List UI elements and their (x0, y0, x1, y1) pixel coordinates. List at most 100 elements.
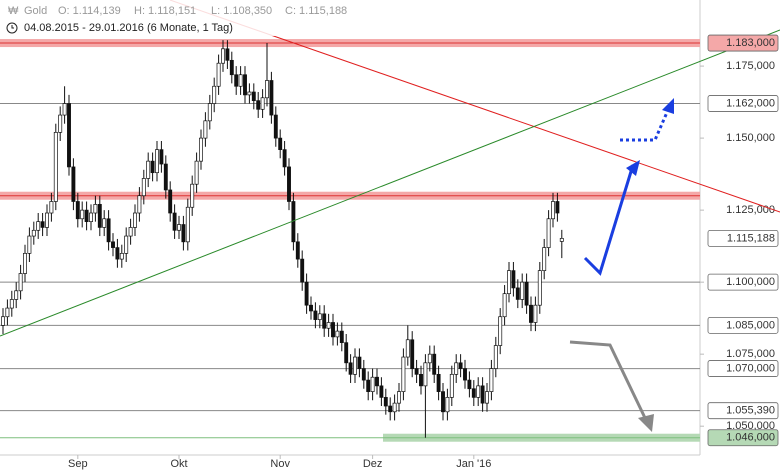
candle-body (370, 376, 375, 392)
level-box (707, 360, 779, 377)
candle-body (383, 397, 388, 407)
candle-body (159, 149, 164, 165)
candle-body (366, 379, 371, 392)
candle-body (128, 227, 133, 237)
candle-body (216, 62, 221, 87)
candle-body (511, 270, 516, 289)
candle-body (401, 356, 406, 392)
symbol-icon: ₩ (8, 5, 19, 17)
level-label: 1.046,000 (726, 432, 775, 444)
candle-body (520, 281, 525, 300)
candle-body (53, 132, 58, 202)
candle-body (476, 385, 481, 398)
level-box (707, 316, 779, 334)
candle-body (344, 342, 349, 364)
candle-body (251, 91, 256, 102)
candle-body (317, 313, 322, 320)
level-label: 1.085,000 (726, 319, 775, 331)
level-box (707, 273, 779, 291)
candle-body (256, 100, 261, 110)
candle-body (18, 273, 23, 292)
level-label: 1.100,000 (726, 276, 775, 288)
candle-body (1, 316, 5, 326)
candle-body (295, 241, 300, 260)
level-box (707, 402, 779, 420)
candle-body (243, 74, 247, 96)
candle-body (247, 91, 252, 96)
candle-body (524, 281, 529, 306)
candle-body (229, 59, 234, 76)
candle-body (449, 373, 454, 398)
candle-body (471, 388, 476, 398)
candle-body (273, 114, 278, 139)
candle-body (542, 247, 547, 271)
candle-body (419, 373, 423, 387)
candle-body (97, 204, 102, 228)
candle-body (397, 391, 401, 404)
candle-body (441, 391, 445, 413)
arrow (583, 164, 635, 276)
candle-body (322, 313, 327, 329)
candle-body (124, 235, 129, 254)
candle-body (533, 304, 538, 323)
candle-body (181, 224, 186, 243)
subtitle: 04.08.2015 - 29.01.2016 (6 Monate, 1 Tag… (24, 22, 233, 34)
candle-body (493, 345, 498, 369)
candle-body (480, 385, 485, 404)
candle-body (119, 252, 124, 260)
x-tick-label: Nov (270, 458, 290, 470)
candle-body (375, 376, 379, 387)
candle-body (23, 252, 27, 274)
candle-body (31, 229, 36, 237)
trendline (0, 29, 780, 337)
candle-body (238, 74, 243, 87)
level-box (707, 95, 779, 112)
candle-body (331, 322, 335, 338)
y-tick-label: 1.050,000 (726, 420, 775, 432)
candle-body (489, 368, 494, 392)
candle-body (163, 163, 168, 191)
candle-body (172, 212, 177, 231)
candle-body (423, 362, 428, 387)
candle-body (84, 209, 89, 223)
candle-body (353, 356, 357, 375)
candle-body (225, 48, 230, 61)
candle-body (106, 218, 111, 243)
candle-body (168, 189, 173, 214)
candle-body (300, 258, 305, 283)
symbol: Gold (24, 5, 47, 17)
candle-body (150, 160, 155, 174)
clock-icon (11, 25, 14, 29)
arrowhead (626, 160, 640, 176)
candle-body (282, 149, 287, 168)
x-tick-label: Jan '16 (456, 458, 491, 470)
candle-body (49, 201, 54, 214)
candle-body (265, 80, 269, 99)
candle-body (203, 120, 208, 139)
arrowhead (638, 414, 654, 432)
candle-body (458, 362, 463, 369)
candle-body (537, 270, 542, 306)
candle-body (445, 397, 450, 413)
candle-body (485, 391, 489, 404)
candle-body (93, 204, 98, 214)
clock-icon (6, 22, 18, 34)
quote: L: 1.108,350 (211, 5, 272, 17)
candle-body (348, 362, 353, 375)
y-tick-label: 1.075,000 (726, 348, 775, 360)
candle-body (287, 166, 291, 202)
level-label: 1.070,000 (726, 362, 775, 374)
candle-body (546, 218, 551, 248)
candle-body (326, 322, 331, 329)
y-tick-label: 1.150,000 (726, 132, 775, 144)
quote: H: 1.118,151 (134, 5, 196, 17)
x-tick-label: Sep (68, 458, 88, 470)
candle-body (260, 97, 265, 110)
quote: C: 1.115,188 (285, 5, 347, 17)
candle-body (199, 137, 203, 162)
candle-body (71, 166, 76, 202)
candle-body (137, 195, 142, 214)
candle-body (502, 293, 507, 318)
arrow (620, 109, 670, 142)
